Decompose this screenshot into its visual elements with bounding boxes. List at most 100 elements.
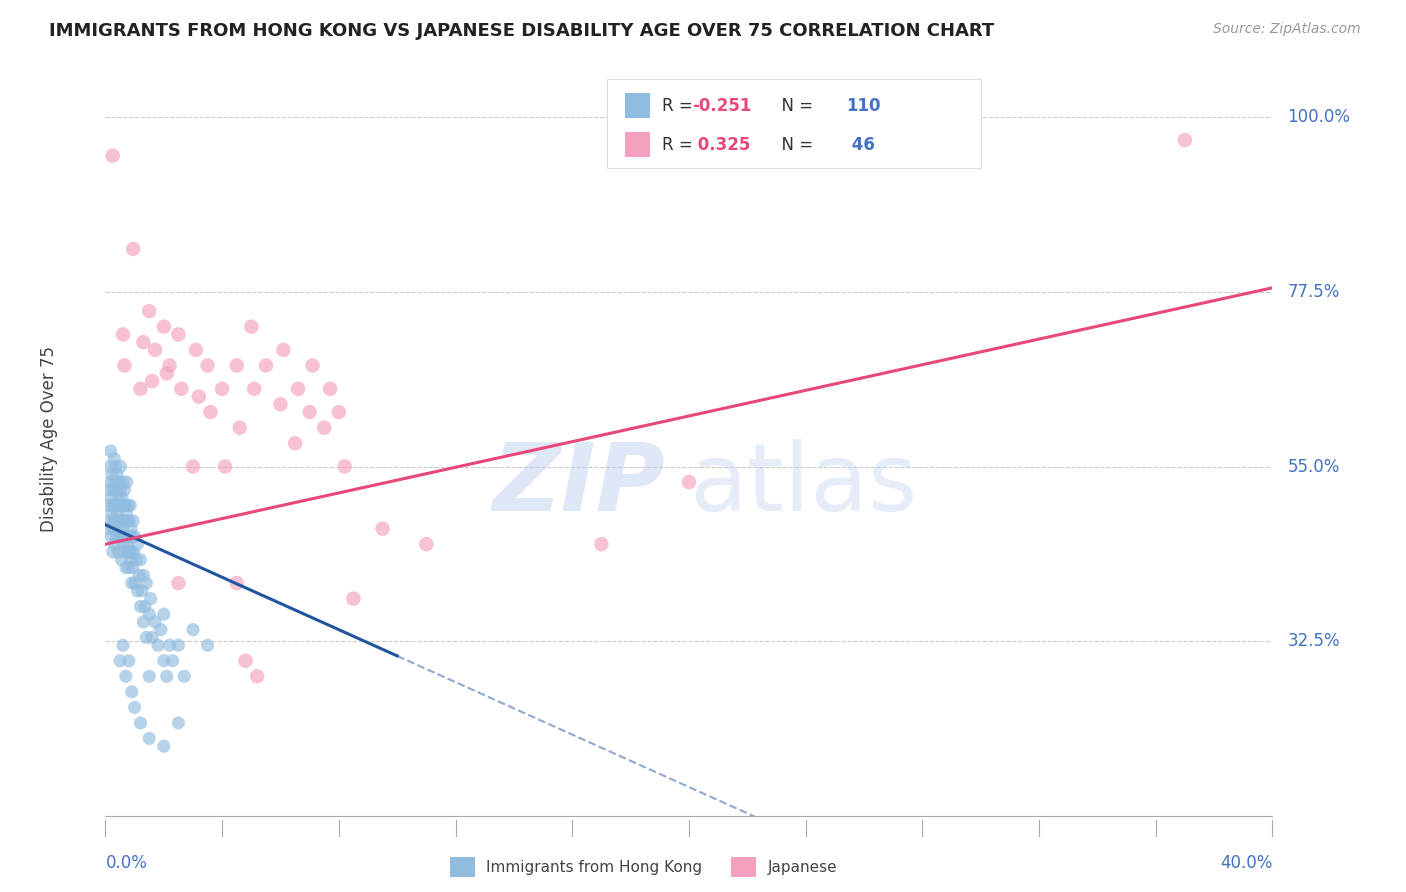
- Point: [225, 576, 247, 591]
- Point: [118, 560, 141, 574]
- Point: [100, 444, 122, 458]
- Point: [110, 459, 132, 474]
- Point: [103, 514, 125, 528]
- Text: 46: 46: [846, 136, 876, 153]
- Text: 0.0%: 0.0%: [105, 854, 148, 871]
- Point: [170, 382, 193, 396]
- Point: [115, 506, 138, 520]
- Point: [132, 335, 155, 350]
- Point: [1174, 133, 1197, 147]
- Point: [153, 739, 174, 754]
- Point: [111, 327, 134, 342]
- Point: [181, 459, 204, 474]
- Point: [117, 537, 139, 551]
- Point: [138, 607, 160, 622]
- Point: [159, 638, 181, 652]
- Point: [105, 467, 128, 482]
- Point: [107, 499, 129, 513]
- Point: [143, 615, 166, 629]
- Point: [120, 529, 142, 543]
- Point: [120, 553, 142, 567]
- Point: [141, 374, 163, 388]
- Point: [117, 545, 139, 559]
- Point: [104, 514, 127, 528]
- Point: [114, 545, 136, 559]
- Point: [115, 560, 138, 574]
- Point: [98, 499, 121, 513]
- Text: atlas: atlas: [689, 439, 917, 531]
- Text: Japanese: Japanese: [768, 860, 838, 874]
- Text: N =: N =: [770, 136, 818, 153]
- Point: [112, 359, 135, 373]
- Point: [284, 436, 307, 450]
- Point: [153, 319, 174, 334]
- Point: [301, 359, 323, 373]
- Point: [112, 514, 135, 528]
- Point: [197, 638, 219, 652]
- Point: [115, 669, 138, 683]
- Point: [138, 304, 160, 318]
- Point: [167, 576, 190, 591]
- Point: [184, 343, 207, 357]
- Point: [319, 382, 342, 396]
- Point: [211, 382, 233, 396]
- Point: [159, 359, 181, 373]
- Point: [167, 638, 190, 652]
- Point: [225, 359, 247, 373]
- Bar: [624, 132, 651, 158]
- Point: [197, 359, 219, 373]
- Point: [124, 576, 146, 591]
- Point: [98, 514, 121, 528]
- Point: [173, 669, 195, 683]
- Point: [122, 545, 145, 559]
- Point: [103, 522, 125, 536]
- Point: [122, 514, 145, 528]
- Point: [127, 537, 149, 551]
- Point: [104, 499, 127, 513]
- Point: [108, 483, 131, 497]
- Point: [104, 475, 127, 489]
- Text: 32.5%: 32.5%: [1288, 632, 1340, 650]
- Point: [415, 537, 437, 551]
- Point: [328, 405, 350, 419]
- Point: [153, 607, 174, 622]
- Point: [118, 529, 141, 543]
- Point: [111, 537, 134, 551]
- Point: [108, 654, 131, 668]
- Point: [98, 459, 121, 474]
- Point: [128, 568, 150, 582]
- Point: [104, 459, 127, 474]
- Point: [120, 522, 142, 536]
- Point: [108, 475, 131, 489]
- Text: Immigrants from Hong Kong: Immigrants from Hong Kong: [486, 860, 703, 874]
- Point: [135, 576, 157, 591]
- Text: IMMIGRANTS FROM HONG KONG VS JAPANESE DISABILITY AGE OVER 75 CORRELATION CHART: IMMIGRANTS FROM HONG KONG VS JAPANESE DI…: [49, 22, 994, 40]
- Point: [107, 545, 129, 559]
- Point: [678, 475, 700, 489]
- Point: [111, 638, 134, 652]
- Point: [254, 359, 277, 373]
- Point: [110, 553, 132, 567]
- Point: [121, 545, 143, 559]
- Point: [333, 459, 356, 474]
- Text: Disability Age Over 75: Disability Age Over 75: [41, 346, 59, 533]
- Point: [124, 700, 146, 714]
- Point: [105, 483, 128, 497]
- Text: ZIP: ZIP: [492, 439, 665, 531]
- Bar: [624, 93, 651, 119]
- FancyBboxPatch shape: [607, 79, 981, 168]
- Point: [112, 529, 135, 543]
- Point: [103, 537, 125, 551]
- Point: [132, 615, 155, 629]
- Point: [187, 390, 209, 404]
- Point: [162, 654, 184, 668]
- Point: [146, 638, 169, 652]
- Point: [108, 514, 131, 528]
- Point: [117, 514, 139, 528]
- Point: [246, 669, 269, 683]
- Point: [129, 382, 152, 396]
- Point: [101, 149, 124, 163]
- Point: [156, 366, 179, 380]
- Text: 100.0%: 100.0%: [1288, 108, 1351, 126]
- Point: [135, 631, 157, 645]
